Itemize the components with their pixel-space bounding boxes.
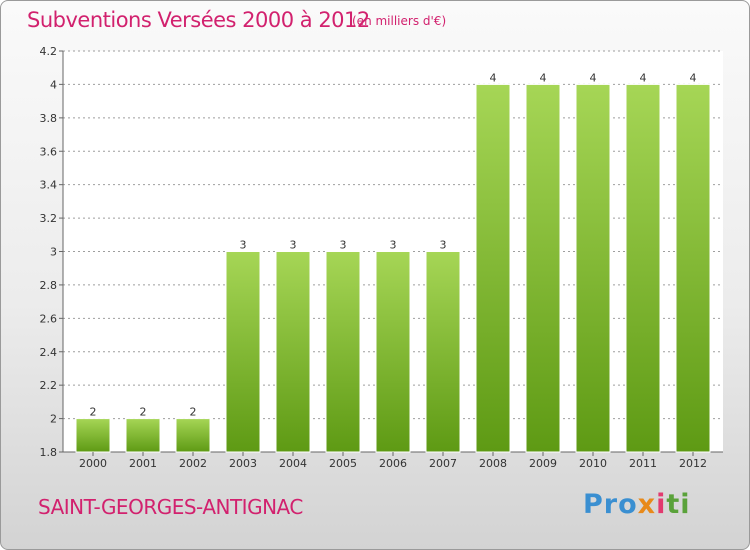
- logo-part: x: [637, 489, 657, 520]
- x-tick-label: 2007: [429, 457, 457, 470]
- logo-part: ti: [666, 489, 691, 520]
- x-tick-label: 2004: [279, 457, 307, 470]
- x-tick-label: 2006: [379, 457, 407, 470]
- bar: [575, 83, 611, 453]
- data-label: 3: [290, 239, 297, 252]
- x-tick-label: 2003: [229, 457, 257, 470]
- y-tick-label: 2.4: [40, 346, 58, 359]
- bar: [125, 418, 161, 453]
- x-tick-label: 2002: [179, 457, 207, 470]
- data-label: 3: [390, 239, 397, 252]
- commune-name: SAINT-GEORGES-ANTIGNAC: [38, 495, 303, 519]
- data-label: 3: [240, 239, 247, 252]
- y-tick-label: 1.8: [40, 446, 58, 459]
- bar: [75, 418, 111, 453]
- data-label: 4: [490, 71, 497, 84]
- x-tick-label: 2000: [79, 457, 107, 470]
- bar: [475, 83, 511, 453]
- x-tick-label: 2010: [579, 457, 607, 470]
- data-label: 4: [590, 71, 597, 84]
- y-tick-label: 3: [50, 246, 57, 259]
- x-tick-label: 2005: [329, 457, 357, 470]
- bar: [425, 251, 461, 453]
- bar: [225, 251, 261, 453]
- bar: [175, 418, 211, 453]
- data-label: 3: [340, 239, 347, 252]
- y-tick-label: 3.8: [40, 112, 58, 125]
- bar: [375, 251, 411, 453]
- bar: [675, 83, 711, 453]
- y-tick-label: 2.8: [40, 279, 58, 292]
- bar: [275, 251, 311, 453]
- y-tick-label: 3.2: [40, 212, 58, 225]
- logo-part: i: [656, 489, 667, 520]
- data-label: 2: [190, 406, 197, 419]
- x-tick-label: 2012: [679, 457, 707, 470]
- data-label: 2: [90, 406, 97, 419]
- x-tick-label: 2009: [529, 457, 557, 470]
- y-tick-label: 2: [50, 413, 57, 426]
- data-label: 4: [690, 71, 697, 84]
- data-label: 2: [140, 406, 147, 419]
- data-label: 3: [440, 239, 447, 252]
- chart-subtitle: (en milliers d'€): [352, 14, 447, 28]
- bar: [325, 251, 361, 453]
- bar: [525, 83, 561, 453]
- y-tick-label: 2.6: [40, 312, 58, 325]
- x-tick-label: 2008: [479, 457, 507, 470]
- data-label: 4: [540, 71, 547, 84]
- x-tick-label: 2001: [129, 457, 157, 470]
- y-tick-label: 4: [50, 78, 57, 91]
- y-tick-label: 4.2: [40, 45, 58, 58]
- x-tick-label: 2011: [629, 457, 657, 470]
- y-tick-label: 2.2: [40, 379, 58, 392]
- data-label: 4: [640, 71, 647, 84]
- chart-title: Subventions Versées 2000 à 2012: [27, 8, 370, 32]
- y-tick-label: 3.4: [40, 179, 58, 192]
- proxiti-logo[interactable]: Proxiti: [583, 489, 691, 520]
- logo-part: Pro: [583, 489, 638, 520]
- y-tick-label: 3.6: [40, 145, 58, 158]
- bar: [625, 83, 661, 453]
